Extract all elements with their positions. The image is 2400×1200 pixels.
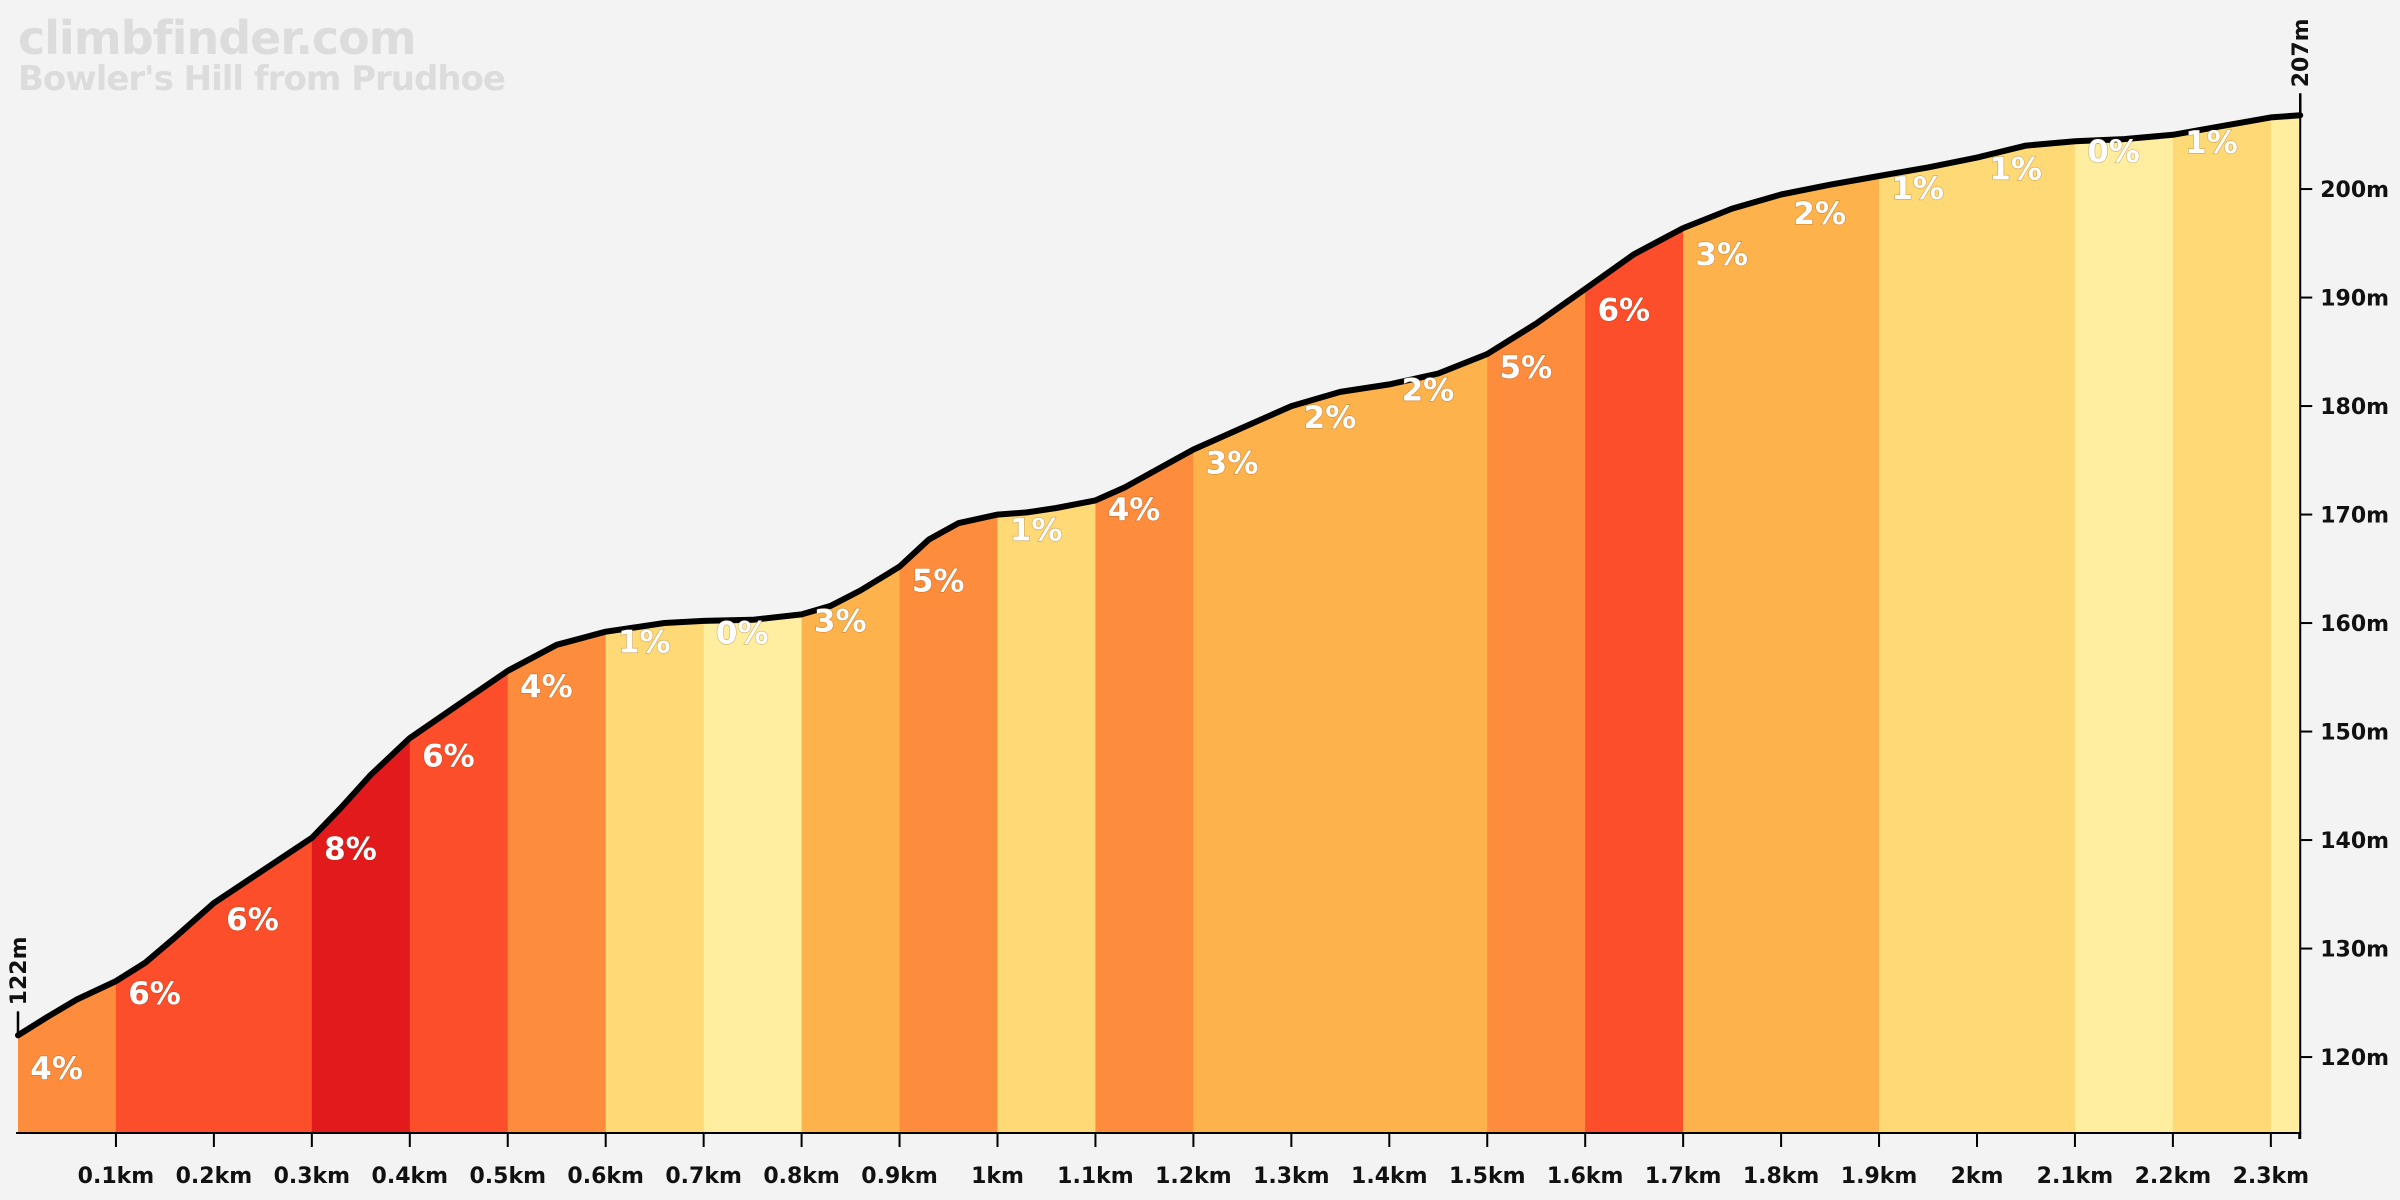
gradient-label: 5% [1500,350,1553,386]
site-logo-text: climbfinder.com [18,11,417,65]
gradient-label: 2% [1304,400,1357,436]
gradient-segment [2074,115,2174,1133]
x-tick-label: 0.2km [176,1164,253,1189]
end-elevation-label: 207m [2289,18,2314,87]
gradient-labels: 4% 6% 6% 8% 6% 4% 1% 0% 3% 5% 1% 4% 3% 2% 2% 5% 6% 3% 2% 1%… [30,125,2239,1088]
gradient-segment [1487,115,1586,1133]
climb-name: Bowler's Hill from Prudhoe [18,59,506,100]
gradient-segment [1193,115,1488,1133]
elevation-profile-line [15,112,2304,1039]
gradient-segment [507,115,607,1133]
gradient-segment [1095,115,1194,1133]
gradient-label: 6% [422,738,475,774]
gradient-segment [2172,115,2272,1133]
x-tick-label: 0.3km [274,1164,351,1189]
x-tick-label: 1.3km [1253,1164,1330,1189]
x-tick-label: 1.1km [1057,1164,1134,1189]
gradient-label: 0% [716,616,769,652]
x-tick-label: 1.2km [1155,1164,1232,1189]
gradient-segment [605,115,705,1133]
gradient-segment [703,115,803,1133]
x-tick-label: 2.2km [2135,1164,2212,1189]
y-tick-label: 120m [2320,1046,2389,1071]
gradient-segment [1879,115,2076,1133]
x-tick-label: 2.1km [2037,1164,2114,1189]
gradient-segment [997,115,1096,1133]
gradient-label: 6% [128,976,181,1012]
gradient-segment [801,115,901,1133]
gradient-segment [2270,115,2301,1133]
gradient-label: 1% [1010,513,1063,549]
y-tick-label: 200m [2320,178,2389,203]
x-tick-label: 1.8km [1743,1164,1820,1189]
gradient-label: 2% [1793,196,1846,232]
branding: climbfinder.com Bowler's Hill from Prudh… [18,11,506,100]
gradient-segment [311,115,411,1133]
gradient-label: 4% [1108,492,1161,528]
gradient-segment [1683,115,1880,1133]
y-tick-label: 150m [2320,721,2389,746]
x-tick-label: 0.9km [861,1164,938,1189]
gradient-label: 1% [1891,171,1944,207]
axes: 0.1km 0.2km 0.3km 0.4km 0.5km 0.6km 0.7km 0.8km… [7,18,2389,1189]
y-tick-label: 180m [2320,395,2389,420]
x-tick-label: 1km [971,1164,1024,1189]
start-elevation-label: 122m [7,936,32,1005]
x-tick-label: 1.9km [1841,1164,1918,1189]
gradient-label: 4% [520,669,573,705]
y-tick-label: 190m [2320,287,2389,312]
x-tick-label: 2km [1951,1164,2004,1189]
gradient-segments [18,115,2301,1133]
gradient-segment [18,115,117,1133]
x-tick-label: 1.5km [1449,1164,1526,1189]
y-tick-label: 130m [2320,938,2389,963]
x-tick-label: 1.7km [1645,1164,1722,1189]
y-tick-label: 140m [2320,829,2389,854]
gradient-label: 1% [1989,151,2042,187]
y-tick-label: 170m [2320,504,2389,529]
gradient-label: 3% [1206,445,1259,481]
x-tick-label: 0.7km [665,1164,742,1189]
gradient-label: 6% [226,902,279,938]
x-tick-label: 1.6km [1547,1164,1624,1189]
gradient-label: 4% [30,1051,83,1087]
x-tick-label: 0.8km [763,1164,840,1189]
x-tick-label: 2.3km [2233,1164,2310,1189]
gradient-label: 2% [1402,373,1455,409]
gradient-label: 1% [618,624,671,660]
x-tick-label: 1.4km [1351,1164,1428,1189]
gradient-label: 6% [1597,292,1650,328]
x-tick-label: 0.1km [78,1164,155,1189]
gradient-label: 8% [324,832,377,868]
gradient-label: 1% [2185,125,2238,161]
x-tick-label: 0.5km [469,1164,546,1189]
x-tick-label: 0.4km [372,1164,449,1189]
gradient-label: 3% [1695,237,1748,273]
x-tick-label: 0.6km [567,1164,644,1189]
gradient-segment [409,115,509,1133]
gradient-label: 0% [2087,134,2140,170]
gradient-label: 3% [814,604,867,640]
y-tick-label: 160m [2320,612,2389,637]
gradient-segment [1585,115,1684,1133]
gradient-label: 5% [912,564,965,600]
